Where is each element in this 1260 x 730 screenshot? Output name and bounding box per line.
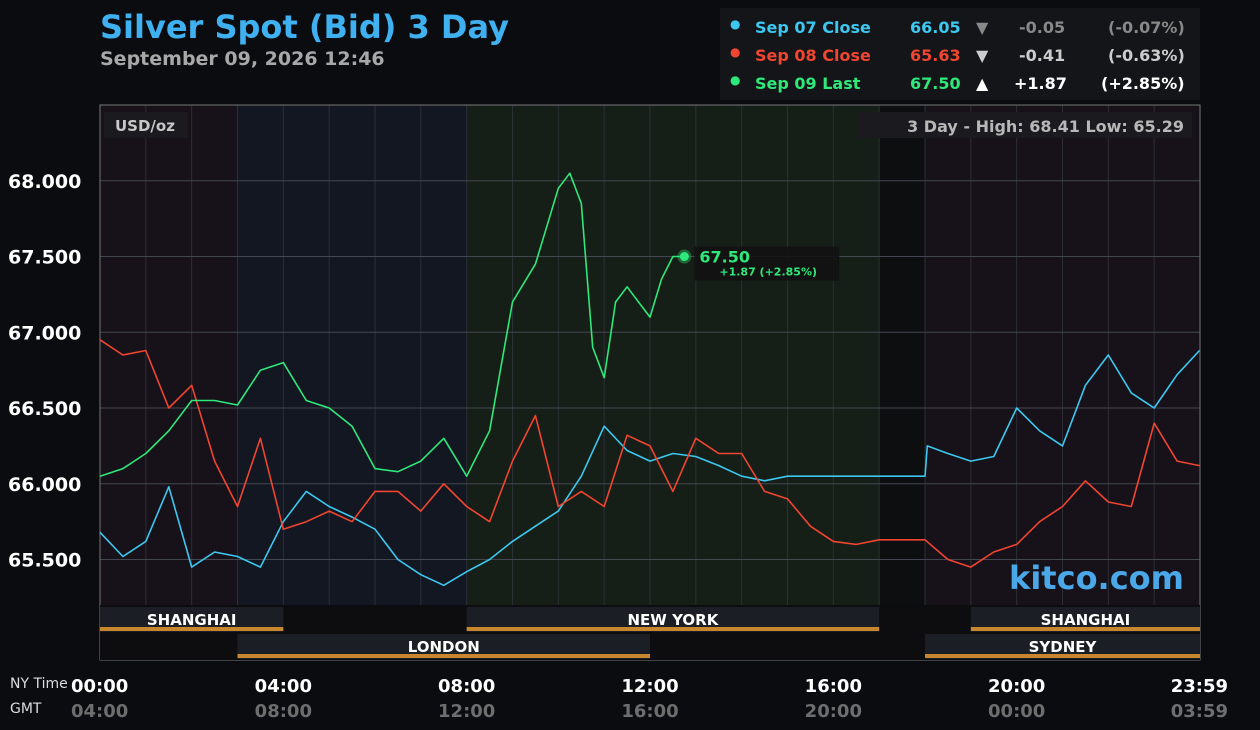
legend-value: 67.50 [910,74,961,93]
range-label: 3 Day - High: 68.41 Low: 65.29 [907,117,1184,136]
legend-pct: (+2.85%) [1101,74,1185,93]
legend-label: Sep 08 Close [755,46,871,65]
x-tick-ny: 16:00 [805,676,862,697]
legend-pct: (-0.63%) [1108,46,1185,65]
axis-labels: USD/oz 3 Day - High: 68.41 Low: 65.29 kitc… [8,112,1228,722]
time-band [466,105,880,605]
legend-change: +1.87 [1014,74,1067,93]
x-tick-ny: 12:00 [621,676,678,697]
session-underline [925,654,1200,658]
x-tick-gmt: 20:00 [805,701,862,722]
x-tick-gmt: 04:00 [71,701,128,722]
y-tick-label: 65.500 [8,550,81,572]
series-line-sep-09-last [99,172,685,478]
x-tick-gmt: 12:00 [438,701,495,722]
y-tick-label: 66.000 [8,474,81,496]
chart-title: Silver Spot (Bid) 3 Day [100,8,509,46]
y-tick-label: 66.500 [8,398,81,420]
legend-label: Sep 07 Close [755,18,871,37]
legend-arrow: ▲ [976,74,989,93]
x-tick-ny: 04:00 [255,676,312,697]
series-line-sep-07-close [99,349,1201,587]
series-line-sep-08-close [99,339,1200,568]
session-label: SHANGHAI [147,611,237,629]
session-underline [237,654,650,658]
y-tick-label: 67.500 [8,247,81,269]
legend-dot: ● [730,17,741,31]
session-underline [466,627,880,631]
ny-time-label: NY Time [10,676,68,692]
session-label: LONDON [408,638,480,656]
legend-label: Sep 09 Last [755,74,861,93]
x-tick-gmt: 16:00 [621,701,678,722]
x-tick-ny: 08:00 [438,676,495,697]
legend-arrow: ▼ [976,46,989,65]
legend-change: -0.05 [1019,18,1066,37]
session-bar: SHANGHAI LONDON NEW YORK SYDNEY SHANGHAI [100,605,1200,660]
x-tick-ny: 23:59 [1171,676,1228,697]
y-tick-label: 67.000 [8,322,81,344]
x-tick-gmt: 03:59 [1171,701,1228,722]
last-label-box [694,246,840,281]
legend-dot: ● [730,45,741,59]
x-tick-ny: 20:00 [988,676,1045,697]
range-box [858,112,1192,138]
legend-panel: ● Sep 07 Close 66.05 ▼ -0.05 (-0.07%) ● … [720,8,1200,100]
x-tick-gmt: 08:00 [255,701,312,722]
series-lines: 67.50+1.87 (+2.85%) [99,172,1201,587]
time-band [237,105,467,605]
x-tick-ny: 00:00 [71,676,128,697]
legend-row-sep08: ● Sep 08 Close 65.63 ▼ -0.41 (-0.63%) [720,45,1200,72]
chart-subtitle: September 09, 2026 12:46 [100,48,385,70]
last-point-marker [679,252,689,262]
gmt-label: GMT [10,701,42,717]
y-tick-label: 68.000 [8,171,81,193]
legend-row-sep09: ● Sep 09 Last 67.50 ▲ +1.87 (+2.85%) [720,73,1200,100]
legend-pct: (-0.07%) [1108,18,1185,37]
legend-value: 65.63 [910,46,961,65]
last-value-label: 67.50 [699,248,750,267]
session-label: SHANGHAI [1041,611,1131,629]
session-underline [970,627,1200,631]
x-tick-gmt: 00:00 [988,701,1045,722]
last-change-label: +1.87 (+2.85%) [719,266,817,279]
legend-row-sep07: ● Sep 07 Close 66.05 ▼ -0.05 (-0.07%) [720,17,1200,44]
legend-value: 66.05 [910,18,961,37]
legend-arrow: ▼ [976,18,989,37]
session-label: SYDNEY [1029,638,1098,656]
time-band [879,105,925,605]
grid-lines [99,105,1201,605]
legend-dot: ● [730,73,741,87]
session-underline [100,627,284,631]
unit-box [104,112,188,138]
unit-label: USD/oz [115,117,175,135]
session-label: NEW YORK [628,611,720,629]
legend-change: -0.41 [1019,46,1066,65]
watermark: kitco.com [1009,559,1184,597]
time-band [100,105,238,605]
